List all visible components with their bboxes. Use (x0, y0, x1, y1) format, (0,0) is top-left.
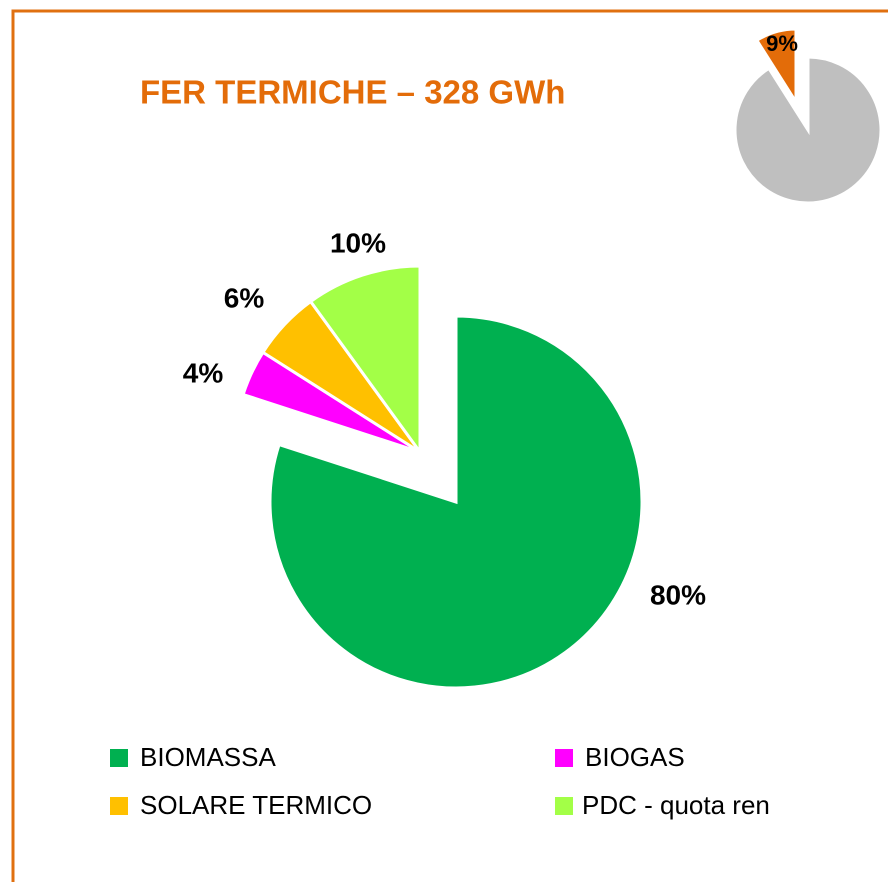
pie-slice (754, 27, 798, 108)
pie-slice (733, 55, 883, 205)
chart-title: FER TERMICHE – 328 GWh (140, 74, 565, 111)
pie-slice (308, 264, 422, 457)
legend-swatch (555, 749, 573, 767)
data-label: 9% (766, 31, 798, 56)
data-label: 6% (224, 282, 265, 313)
legend-label: SOLARE TERMICO (140, 790, 372, 820)
data-label: 80% (650, 579, 706, 610)
legend-swatch (555, 797, 573, 815)
legend-swatch (110, 749, 128, 767)
pie-slice (268, 314, 644, 690)
frame (11, 9, 888, 882)
legend-label: BIOMASSA (140, 742, 276, 772)
legend-swatch (110, 797, 128, 815)
legend-label: PDC - quota ren (582, 790, 770, 820)
legend-label: BIOGAS (585, 742, 685, 772)
data-label: 10% (330, 227, 386, 258)
data-label: 4% (183, 357, 224, 388)
